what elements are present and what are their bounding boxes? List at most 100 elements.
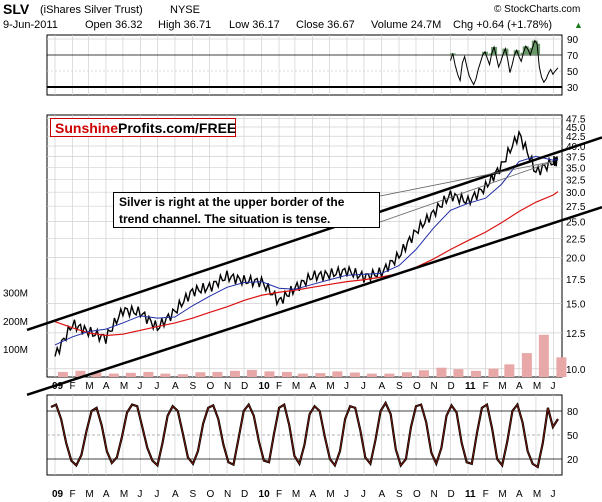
price-tick-label: 35.0: [566, 163, 586, 174]
x-tick-label: A: [378, 489, 385, 500]
x-tick-label: J: [550, 489, 555, 500]
annotation-pointer: [379, 161, 553, 197]
price-tick-label: 40.0: [566, 142, 586, 153]
volume-bar: [57, 371, 68, 377]
ma50-line: [54, 155, 559, 346]
price-tick-label: 25.0: [566, 218, 586, 229]
rsi-panel-frame: [46, 34, 563, 96]
price-tick-label: 12.5: [566, 329, 586, 340]
close-value: Close 36.67: [296, 19, 355, 31]
x-tick-label: J: [344, 381, 349, 392]
volume-bar: [91, 372, 102, 377]
copyright-label: © StockCharts.com: [494, 4, 581, 15]
x-tick-label: A: [172, 489, 179, 500]
rsi-overbought-fill: [449, 40, 541, 55]
volume-bar: [436, 367, 447, 377]
ma200-line: [54, 191, 559, 337]
x-tick-label: 11: [465, 381, 476, 392]
price-tick-label: 22.5: [566, 234, 586, 245]
x-tick-label: F: [483, 489, 489, 500]
price-tick-label: 45.0: [566, 123, 586, 134]
x-tick-label: D: [241, 489, 248, 500]
x-tick-label: M: [120, 381, 128, 392]
x-tick-label: J: [361, 381, 366, 392]
x-tick-label: M: [292, 381, 300, 392]
low-value: Low 36.17: [229, 19, 280, 31]
volume-bar: [349, 372, 360, 377]
x-tick-label: A: [378, 381, 385, 392]
brand-part-1: Sunshine: [55, 120, 119, 136]
price-tick-label: 47.5: [566, 114, 586, 125]
volume-bar: [418, 370, 429, 377]
volume-bar: [401, 372, 412, 377]
open-value: Open 36.32: [85, 19, 143, 31]
volume-bar: [108, 373, 119, 377]
price-tick-label: 17.5: [566, 275, 586, 286]
x-tick-label: J: [154, 489, 159, 500]
security-name: (iShares Silver Trust): [40, 4, 143, 16]
sunshine-profits-logo[interactable]: SunshineProfits.com/FREE: [50, 118, 236, 137]
price-tick-label: 37.5: [566, 152, 586, 163]
x-tick-label: M: [292, 489, 300, 500]
volume-bar: [332, 371, 343, 377]
ticker-symbol: SLV: [3, 1, 30, 17]
x-tick-label: M: [120, 489, 128, 500]
annotation-pointer: [379, 161, 554, 223]
rsi-tick-label: 30: [567, 83, 579, 94]
price-tick-label: 27.5: [566, 202, 586, 213]
volume-bar: [384, 373, 395, 377]
x-tick-label: N: [431, 381, 438, 392]
x-tick-label: 09: [52, 381, 64, 392]
volume-bar: [315, 373, 326, 377]
x-tick-label: F: [70, 381, 76, 392]
price-line: [54, 129, 559, 357]
stochastic-d-line: [50, 402, 559, 468]
volume-bar: [195, 372, 206, 377]
x-tick-label: J: [344, 489, 349, 500]
quote-date: 9-Jun-2011: [3, 19, 58, 31]
x-tick-label: D: [447, 381, 454, 392]
x-tick-label: O: [413, 381, 421, 392]
rsi-line: [450, 39, 559, 86]
volume-bar: [488, 368, 499, 377]
volume-bar: [281, 371, 292, 377]
up-arrow-icon: ▲: [574, 20, 583, 30]
x-tick-label: A: [103, 489, 110, 500]
volume-bar: [75, 370, 86, 377]
volume-bar: [470, 370, 481, 377]
volume-bar: [143, 371, 154, 377]
x-tick-label: J: [154, 381, 159, 392]
volume-bar: [125, 372, 136, 377]
high-value: High 36.71: [158, 19, 212, 31]
x-tick-label: S: [396, 489, 403, 500]
x-tick-label: N: [224, 381, 231, 392]
x-tick-label: 10: [259, 381, 271, 392]
price-tick-label: 15.0: [566, 300, 586, 311]
x-tick-label: J: [137, 381, 142, 392]
x-tick-label: A: [516, 381, 523, 392]
x-tick-label: A: [309, 489, 316, 500]
x-tick-label: F: [70, 489, 76, 500]
volume-bar: [177, 374, 188, 377]
volume-bar: [212, 371, 223, 377]
x-tick-label: O: [206, 381, 214, 392]
trend-channel-line: [26, 136, 602, 332]
x-tick-label: A: [172, 381, 179, 392]
x-tick-label: J: [550, 381, 555, 392]
x-tick-label: J: [361, 489, 366, 500]
price-tick-label: 32.5: [566, 175, 586, 186]
volume-value: Volume 24.7M: [371, 19, 442, 31]
x-tick-label: J: [137, 489, 142, 500]
x-tick-label: M: [326, 489, 334, 500]
x-tick-label: O: [413, 489, 421, 500]
x-tick-label: M: [85, 489, 93, 500]
x-tick-label: N: [224, 489, 231, 500]
price-tick-label: 42.5: [566, 132, 586, 143]
x-tick-label: M: [85, 381, 93, 392]
x-tick-label: F: [483, 381, 489, 392]
stochastic-tick-label: 20: [567, 455, 579, 466]
x-tick-label: M: [498, 489, 506, 500]
rsi-tick-label: 90: [567, 35, 579, 46]
volume-bar: [366, 373, 377, 377]
